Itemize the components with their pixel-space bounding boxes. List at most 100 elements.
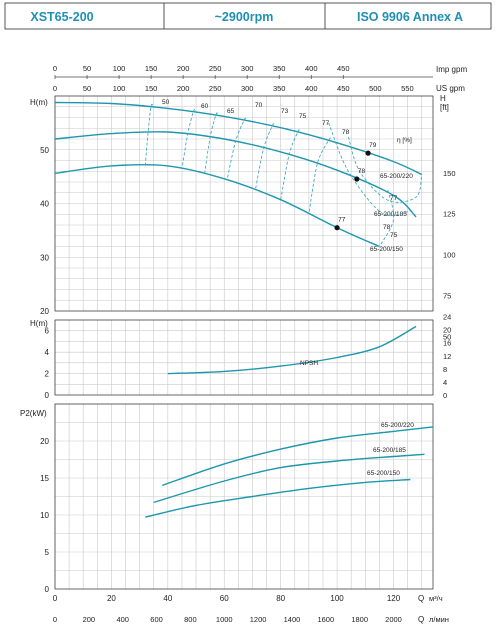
model-title: XST65-200: [30, 10, 93, 24]
us-gpm-tick-label: 200: [177, 84, 190, 93]
npsh-curve: [167, 325, 417, 375]
head-ft-tick-label: 50: [443, 333, 451, 342]
best-efficiency-point-label: 77: [338, 217, 346, 224]
q-m3h-tick-label: 0: [53, 594, 58, 603]
power-curve-65-200-185: [153, 453, 425, 504]
head-panel: H(m) H[ft] 20 30 40 50 50 75 100 125 150 65-200/220…: [30, 94, 456, 342]
npsh-frame: [54, 319, 434, 396]
head-curve-65-200-220: [54, 101, 422, 176]
npsh-ft-tick-label: 24: [443, 313, 451, 322]
us-gpm-tick-label: 50: [83, 84, 91, 93]
imp-gpm-tick-label: 200: [177, 64, 190, 73]
head-curve-label: 65-200/150: [370, 246, 403, 253]
power-y-axis-label: P2(kW): [20, 409, 47, 418]
q-m3h-tick-label: 120: [387, 594, 401, 603]
npsh-y-tick-label: 6: [45, 327, 50, 336]
best-efficiency-point-label: 78: [358, 168, 366, 175]
q-lmin-tick-label: 400: [116, 615, 129, 624]
power-curve-65-200-220: [161, 426, 434, 487]
head-frame: [54, 95, 434, 312]
head-y-tick-label: 40: [40, 200, 49, 209]
imp-gpm-tick-label: 150: [145, 64, 158, 73]
q-lmin-tick-label: 800: [184, 615, 197, 624]
us-gpm-axis-label: US gpm: [436, 84, 465, 93]
imp-gpm-tick-label: 50: [83, 64, 91, 73]
q-lmin-tick-label: 2000: [385, 615, 402, 624]
us-gpm-tick-label: 150: [145, 84, 158, 93]
iso-efficiency-label: 75: [390, 232, 398, 239]
head-y-tick-label: 30: [40, 253, 49, 262]
iso-efficiency-label: 78: [342, 129, 350, 136]
head-ft-tick-label: 125: [443, 210, 456, 219]
q-m3h-tick-label: 60: [220, 594, 229, 603]
npsh-ft-tick-label: 20: [443, 326, 451, 335]
iso-efficiency-label: 75: [299, 113, 307, 120]
npsh-ft-tick-label: 16: [443, 339, 451, 348]
npsh-curve-label: NPSH: [300, 360, 318, 367]
q-lmin-tick-label: 1600: [317, 615, 334, 624]
power-y-tick-label: 15: [40, 474, 49, 483]
q-m3h-axis-unit: м³/ч: [429, 594, 443, 603]
head-y-tick-label: 50: [40, 146, 49, 155]
power-curve-65-200-150: [145, 478, 411, 518]
head-y-tick-label: 20: [40, 307, 49, 316]
q-lmin-tick-label: 1400: [284, 615, 301, 624]
iso-efficiency-line: [226, 117, 247, 180]
power-y-tick-label: 0: [45, 585, 50, 594]
npsh-ft-tick-label: 0: [443, 391, 447, 400]
us-gpm-tick-label: 400: [305, 84, 318, 93]
iso-efficiency-line: [308, 137, 331, 214]
speed-title: ~2900rpm: [215, 10, 274, 24]
head-y-axis-label: H(m): [30, 98, 48, 107]
imp-gpm-tick-label: 100: [113, 64, 126, 73]
imp-gpm-tick-label: 400: [305, 64, 318, 73]
iso-efficiency-loop: [328, 122, 411, 217]
us-gpm-tick-label: 0: [53, 84, 57, 93]
efficiency-title: η [%]: [397, 137, 412, 144]
iso-efficiency-label: 78: [383, 224, 391, 231]
power-curve-label: 65-200/185: [373, 447, 406, 454]
us-gpm-tick-label: 100: [113, 84, 126, 93]
power-y-tick-label: 5: [45, 548, 50, 557]
imp-gpm-tick-label: 0: [53, 64, 57, 73]
us-gpm-tick-label: 350: [273, 84, 286, 93]
iso-efficiency-label: 65: [227, 108, 235, 115]
q-m3h-tick-label: 40: [163, 594, 172, 603]
us-gpm-tick-label: 550: [401, 84, 414, 93]
iso-efficiency-loop: [348, 136, 423, 203]
q-lmin-tick-label: 0: [53, 615, 57, 624]
us-gpm-tick-label: 500: [369, 84, 382, 93]
q-lmin-axis-unit: л/мин: [429, 615, 449, 624]
iso-efficiency-line: [254, 123, 275, 191]
head-curve-65-200-185: [54, 131, 417, 218]
power-y-tick-label: 20: [40, 437, 49, 446]
imp-gpm-tick-label: 300: [241, 64, 254, 73]
header-bar: XST65-200 ~2900rpm ISO 9906 Annex A: [4, 2, 492, 30]
iso-efficiency-label: 73: [281, 108, 289, 115]
iso-efficiency-label: 70: [255, 102, 263, 109]
q-m3h-tick-label: 20: [107, 594, 116, 603]
npsh-ft-tick-label: 4: [443, 378, 447, 387]
npsh-y-tick-label: 0: [45, 391, 50, 400]
head-ft-tick-label: 150: [443, 169, 456, 178]
power-curve-label: 65-200/150: [367, 470, 400, 477]
q-lmin-tick-label: 600: [150, 615, 163, 624]
best-efficiency-point-label: 79: [369, 142, 377, 149]
best-efficiency-point: [354, 176, 360, 182]
head-right-axis-label: H: [440, 94, 446, 103]
imp-gpm-tick-label: 350: [273, 64, 286, 73]
head-curve-65-200-150: [54, 163, 380, 248]
q-m3h-axis-label: Q: [418, 594, 424, 603]
imp-gpm-tick-label: 450: [337, 64, 350, 73]
q-m3h-tick-label: 100: [330, 594, 344, 603]
head-right-axis-unit: [ft]: [440, 103, 449, 112]
iso-efficiency-label: 77: [322, 120, 330, 127]
iso-efficiency-label: 60: [201, 103, 209, 110]
iso-efficiency-label: 50: [162, 99, 170, 106]
q-lmin-tick-label: 200: [83, 615, 96, 624]
q-lmin-tick-label: 1000: [216, 615, 233, 624]
npsh-ft-tick-label: 8: [443, 365, 447, 374]
